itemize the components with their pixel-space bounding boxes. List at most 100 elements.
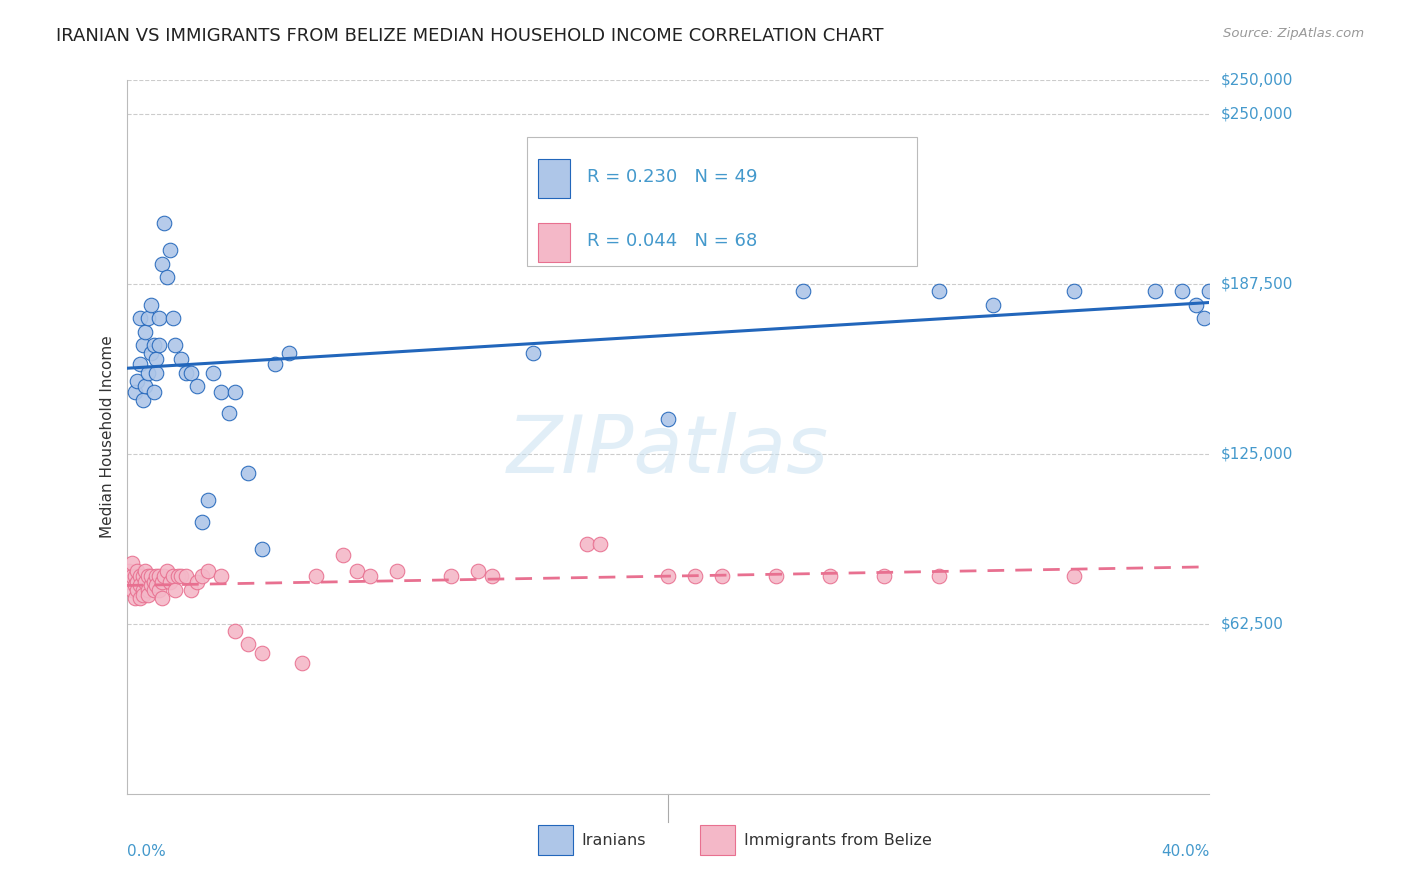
Point [440, 569, 463, 583]
Point [169, 569, 191, 583]
Text: $125,000: $125,000 [1220, 447, 1292, 461]
Point [127, 374, 149, 388]
Point [139, 346, 162, 360]
Point [174, 366, 197, 380]
Point [162, 569, 184, 583]
Point [250, 542, 273, 557]
Point [683, 569, 706, 583]
Point [150, 257, 173, 271]
Point [165, 582, 187, 597]
FancyBboxPatch shape [538, 223, 571, 262]
Point [129, 311, 152, 326]
Point [145, 577, 167, 591]
Point [134, 564, 156, 578]
Point [162, 311, 184, 326]
Point [132, 589, 155, 603]
Point [145, 366, 167, 380]
Point [132, 338, 155, 352]
Point [238, 466, 260, 480]
Point [197, 493, 219, 508]
Point [148, 582, 170, 597]
Text: $62,500: $62,500 [1220, 616, 1284, 632]
Point [127, 582, 149, 597]
Point [765, 569, 787, 583]
Point [238, 637, 260, 651]
Point [145, 569, 167, 583]
Point [124, 591, 146, 606]
Y-axis label: Median Household Income: Median Household Income [100, 335, 115, 539]
Point [129, 577, 152, 591]
Point [153, 216, 176, 230]
Point [167, 569, 190, 583]
FancyBboxPatch shape [538, 159, 571, 198]
Point [148, 569, 170, 583]
Point [224, 384, 246, 399]
Point [139, 569, 162, 583]
Point [1063, 569, 1085, 583]
Point [1063, 284, 1085, 298]
Point [264, 357, 287, 371]
Point [792, 284, 814, 298]
Point [928, 284, 950, 298]
Point [121, 582, 143, 597]
Point [127, 574, 149, 589]
Point [124, 569, 146, 583]
Point [142, 574, 165, 589]
Text: R = 0.230   N = 49: R = 0.230 N = 49 [586, 168, 758, 186]
Point [134, 574, 156, 589]
Point [124, 577, 146, 591]
Point [385, 564, 409, 578]
Point [657, 569, 679, 583]
Point [118, 564, 141, 578]
Point [129, 569, 152, 583]
Point [209, 569, 232, 583]
Point [186, 574, 208, 589]
Point [148, 311, 170, 326]
Text: 0.0%: 0.0% [127, 844, 166, 859]
Point [136, 582, 159, 597]
Point [981, 297, 1004, 311]
Point [142, 582, 165, 597]
Point [305, 569, 328, 583]
Point [136, 569, 159, 583]
Point [150, 591, 173, 606]
FancyBboxPatch shape [527, 137, 917, 266]
Point [180, 582, 202, 597]
Point [159, 243, 181, 257]
Point [191, 515, 214, 529]
Text: R = 0.044   N = 68: R = 0.044 N = 68 [586, 232, 756, 250]
Point [1144, 284, 1167, 298]
Point [118, 574, 141, 589]
Point [142, 384, 165, 399]
Point [1184, 297, 1206, 311]
Point [1198, 284, 1220, 298]
Point [191, 569, 214, 583]
Point [657, 411, 679, 425]
Point [156, 270, 179, 285]
FancyBboxPatch shape [700, 824, 735, 855]
Point [202, 366, 225, 380]
Point [156, 564, 179, 578]
Point [145, 351, 167, 366]
Point [346, 564, 368, 578]
Text: $250,000: $250,000 [1220, 107, 1292, 122]
Point [124, 384, 146, 399]
Point [129, 357, 152, 371]
Point [332, 548, 354, 562]
Text: $250,000: $250,000 [1220, 73, 1292, 87]
Point [522, 346, 544, 360]
Point [250, 646, 273, 660]
Point [180, 366, 202, 380]
Point [134, 379, 156, 393]
Text: 40.0%: 40.0% [1161, 844, 1209, 859]
Point [132, 569, 155, 583]
Point [165, 338, 187, 352]
Point [278, 346, 301, 360]
Point [291, 657, 314, 671]
Point [589, 537, 612, 551]
Point [142, 338, 165, 352]
Point [575, 537, 598, 551]
Point [481, 569, 503, 583]
Text: $187,500: $187,500 [1220, 277, 1292, 292]
Point [1171, 284, 1194, 298]
